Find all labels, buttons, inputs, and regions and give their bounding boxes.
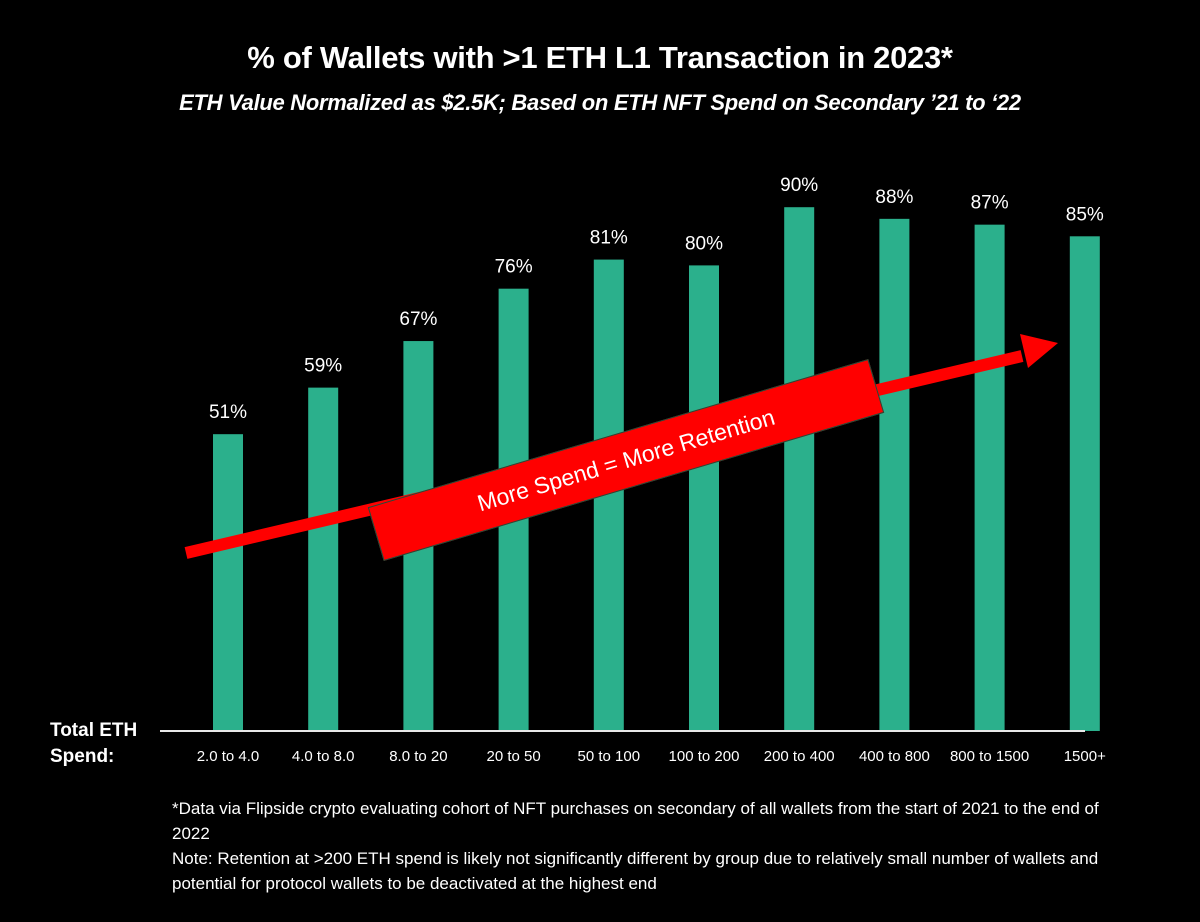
- value-label-9: 85%: [1066, 204, 1104, 225]
- value-label-2: 67%: [399, 309, 437, 330]
- bar-8: [974, 224, 1005, 731]
- x-axis-label: Total ETH Spend:: [50, 718, 137, 770]
- x-tick-label-7: 400 to 800: [859, 748, 930, 765]
- x-tick-label-6: 200 to 400: [764, 748, 835, 765]
- x-tick-label-0: 2.0 to 4.0: [197, 748, 260, 765]
- chart-subtitle: ETH Value Normalized as $2.5K; Based on …: [179, 90, 1021, 115]
- x-tick-label-8: 800 to 1500: [950, 748, 1029, 765]
- trend-arrow-head: [1020, 334, 1058, 368]
- value-labels-group: 51% 59% 67% 76% 81% 80% 90% 88% 87% 85%: [209, 175, 1104, 423]
- x-tick-label-5: 100 to 200: [669, 748, 740, 765]
- x-tick-label-1: 4.0 to 8.0: [292, 748, 355, 765]
- value-label-5: 80%: [685, 233, 723, 254]
- value-label-6: 90%: [780, 175, 818, 196]
- x-tick-label-4: 50 to 100: [578, 748, 641, 765]
- value-label-4: 81%: [590, 228, 628, 249]
- value-label-0: 51%: [209, 402, 247, 423]
- bar-9: [1069, 236, 1100, 732]
- bar-1: [308, 387, 339, 731]
- bar-7: [879, 218, 910, 732]
- value-label-8: 87%: [971, 193, 1009, 214]
- x-axis-label-line-1: Total ETH: [50, 720, 138, 741]
- bar-5: [689, 265, 719, 731]
- footnotes: *Data via Flipside crypto evaluating coh…: [172, 796, 1132, 896]
- footnote-data-source: *Data via Flipside crypto evaluating coh…: [172, 799, 1099, 843]
- footnote-note: Note: Retention at >200 ETH spend is lik…: [172, 849, 1099, 893]
- x-axis-label-line-2: Spend:: [50, 746, 115, 767]
- value-label-1: 59%: [304, 356, 342, 377]
- bar-6: [784, 207, 815, 731]
- x-tick-label-9: 1500+: [1064, 748, 1106, 765]
- x-tick-label-2: 8.0 to 20: [389, 748, 447, 765]
- chart-title: % of Wallets with >1 ETH L1 Transaction …: [247, 40, 953, 75]
- x-tick-labels-group: 2.0 to 4.0 4.0 to 8.0 8.0 to 20 20 to 50 50 …: [197, 748, 1106, 765]
- value-label-7: 88%: [875, 187, 913, 208]
- value-label-3: 76%: [495, 257, 533, 278]
- bar-0: [213, 434, 243, 731]
- x-tick-label-3: 20 to 50: [486, 748, 540, 765]
